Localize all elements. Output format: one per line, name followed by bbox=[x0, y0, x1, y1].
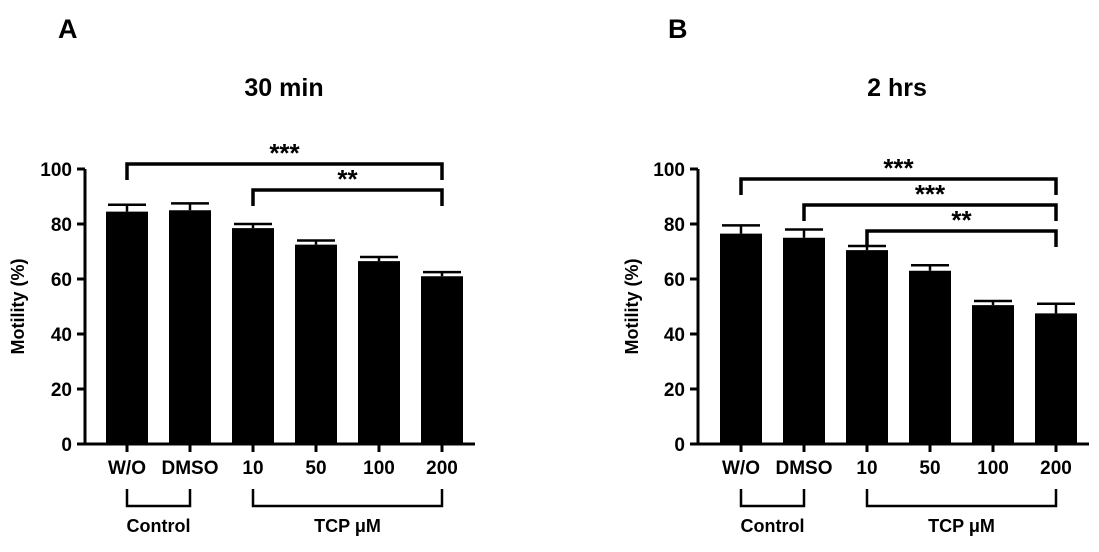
significance-bracket bbox=[251, 188, 444, 206]
y-tick-label: 40 bbox=[664, 325, 685, 346]
x-tick-label: 50 bbox=[919, 458, 940, 479]
chart-panel-b: B 2 hrs Motility (%) 0 20 40 60 80 100 W/O DMSO 10 5… bbox=[622, 14, 1089, 536]
group-bracket bbox=[865, 489, 1058, 508]
y-tick-label: 60 bbox=[51, 270, 72, 291]
group-label: TCP μM bbox=[928, 516, 995, 536]
chart-title: 2 hrs bbox=[867, 74, 927, 102]
panel-letter: B bbox=[668, 14, 688, 44]
bar bbox=[846, 250, 888, 444]
group-label: TCP μM bbox=[314, 516, 381, 536]
y-tick-label: 40 bbox=[51, 325, 72, 346]
x-tick-label: W/O bbox=[108, 458, 146, 479]
x-tick-label: 200 bbox=[1040, 458, 1072, 479]
significance-bracket bbox=[865, 229, 1058, 247]
y-tick-label: 80 bbox=[51, 215, 72, 236]
chart-panel-a: A 30 min Motility (%) 0 20 40 60 80 100 W/O DMSO 10… bbox=[8, 14, 475, 536]
significance-label: ** bbox=[337, 164, 358, 194]
bar bbox=[358, 261, 400, 444]
y-tick-label: 80 bbox=[664, 215, 685, 236]
group-label: Control bbox=[127, 516, 191, 536]
significance-label: *** bbox=[915, 179, 946, 209]
y-tick-label: 100 bbox=[40, 160, 72, 181]
bar bbox=[720, 233, 762, 444]
significance-bracket bbox=[802, 203, 1058, 221]
x-tick-label: DMSO bbox=[776, 458, 833, 479]
significance-bracket bbox=[125, 162, 444, 180]
group-bracket bbox=[251, 489, 444, 508]
y-tick-label: 60 bbox=[664, 270, 685, 291]
significance-bracket bbox=[739, 177, 1058, 195]
group-bracket bbox=[739, 489, 806, 508]
bar bbox=[421, 276, 463, 444]
y-tick-label: 20 bbox=[664, 380, 685, 401]
bar bbox=[169, 210, 211, 444]
y-tick-label: 0 bbox=[61, 435, 72, 456]
bar bbox=[783, 237, 825, 444]
significance-label: ** bbox=[951, 205, 972, 235]
bar bbox=[106, 211, 148, 444]
bar bbox=[972, 305, 1014, 444]
x-tick-label: 100 bbox=[363, 458, 395, 479]
bar bbox=[1035, 313, 1077, 444]
group-bracket bbox=[125, 489, 192, 508]
x-tick-label: 50 bbox=[305, 458, 326, 479]
significance-label: *** bbox=[883, 153, 914, 183]
panel-letter: A bbox=[58, 14, 78, 44]
x-tick-label: 10 bbox=[856, 458, 877, 479]
y-tick-label: 0 bbox=[674, 435, 685, 456]
y-tick-label: 20 bbox=[51, 380, 72, 401]
y-axis-label: Motility (%) bbox=[622, 259, 642, 355]
x-tick-label: W/O bbox=[722, 458, 760, 479]
bar bbox=[232, 228, 274, 444]
x-tick-label: DMSO bbox=[162, 458, 219, 479]
bar bbox=[295, 244, 337, 444]
significance-label: *** bbox=[269, 138, 300, 168]
x-tick-label: 200 bbox=[426, 458, 458, 479]
x-tick-label: 10 bbox=[242, 458, 263, 479]
chart-title: 30 min bbox=[244, 74, 323, 102]
bar bbox=[909, 270, 951, 444]
y-tick-label: 100 bbox=[653, 160, 685, 181]
y-axis-label: Motility (%) bbox=[8, 259, 28, 355]
group-label: Control bbox=[741, 516, 805, 536]
x-tick-label: 100 bbox=[977, 458, 1009, 479]
